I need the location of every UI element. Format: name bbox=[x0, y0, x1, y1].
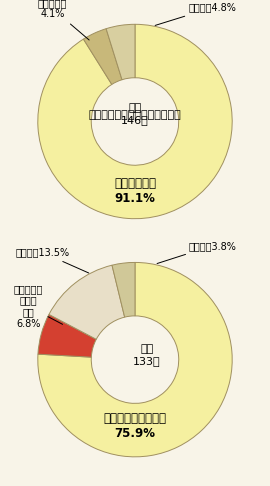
Text: 不　明　4.8%: 不 明 4.8% bbox=[155, 2, 236, 25]
Text: 日本国並の
厳しい
基準
6.8%: 日本国並の 厳しい 基準 6.8% bbox=[14, 284, 63, 329]
Wedge shape bbox=[112, 262, 135, 317]
Text: 不　明　3.8%: 不 明 3.8% bbox=[157, 241, 236, 263]
Title: 遵守している環境基準のレベル: 遵守している環境基準のレベル bbox=[89, 110, 181, 121]
Text: 遵守している
91.1%: 遵守している 91.1% bbox=[114, 177, 156, 206]
Wedge shape bbox=[49, 265, 125, 339]
Wedge shape bbox=[106, 24, 135, 80]
Text: その他　13.5%: その他 13.5% bbox=[16, 247, 89, 273]
Wedge shape bbox=[38, 314, 96, 357]
Text: 念頭にない
4.1%: 念頭にない 4.1% bbox=[38, 0, 89, 40]
Text: 回答
133社: 回答 133社 bbox=[133, 344, 160, 365]
Wedge shape bbox=[38, 24, 232, 219]
Text: 回答
146社: 回答 146社 bbox=[121, 103, 149, 124]
Text: 進出先国の環境基準
75.9%: 進出先国の環境基準 75.9% bbox=[103, 412, 167, 440]
Wedge shape bbox=[83, 29, 122, 85]
Wedge shape bbox=[38, 262, 232, 457]
